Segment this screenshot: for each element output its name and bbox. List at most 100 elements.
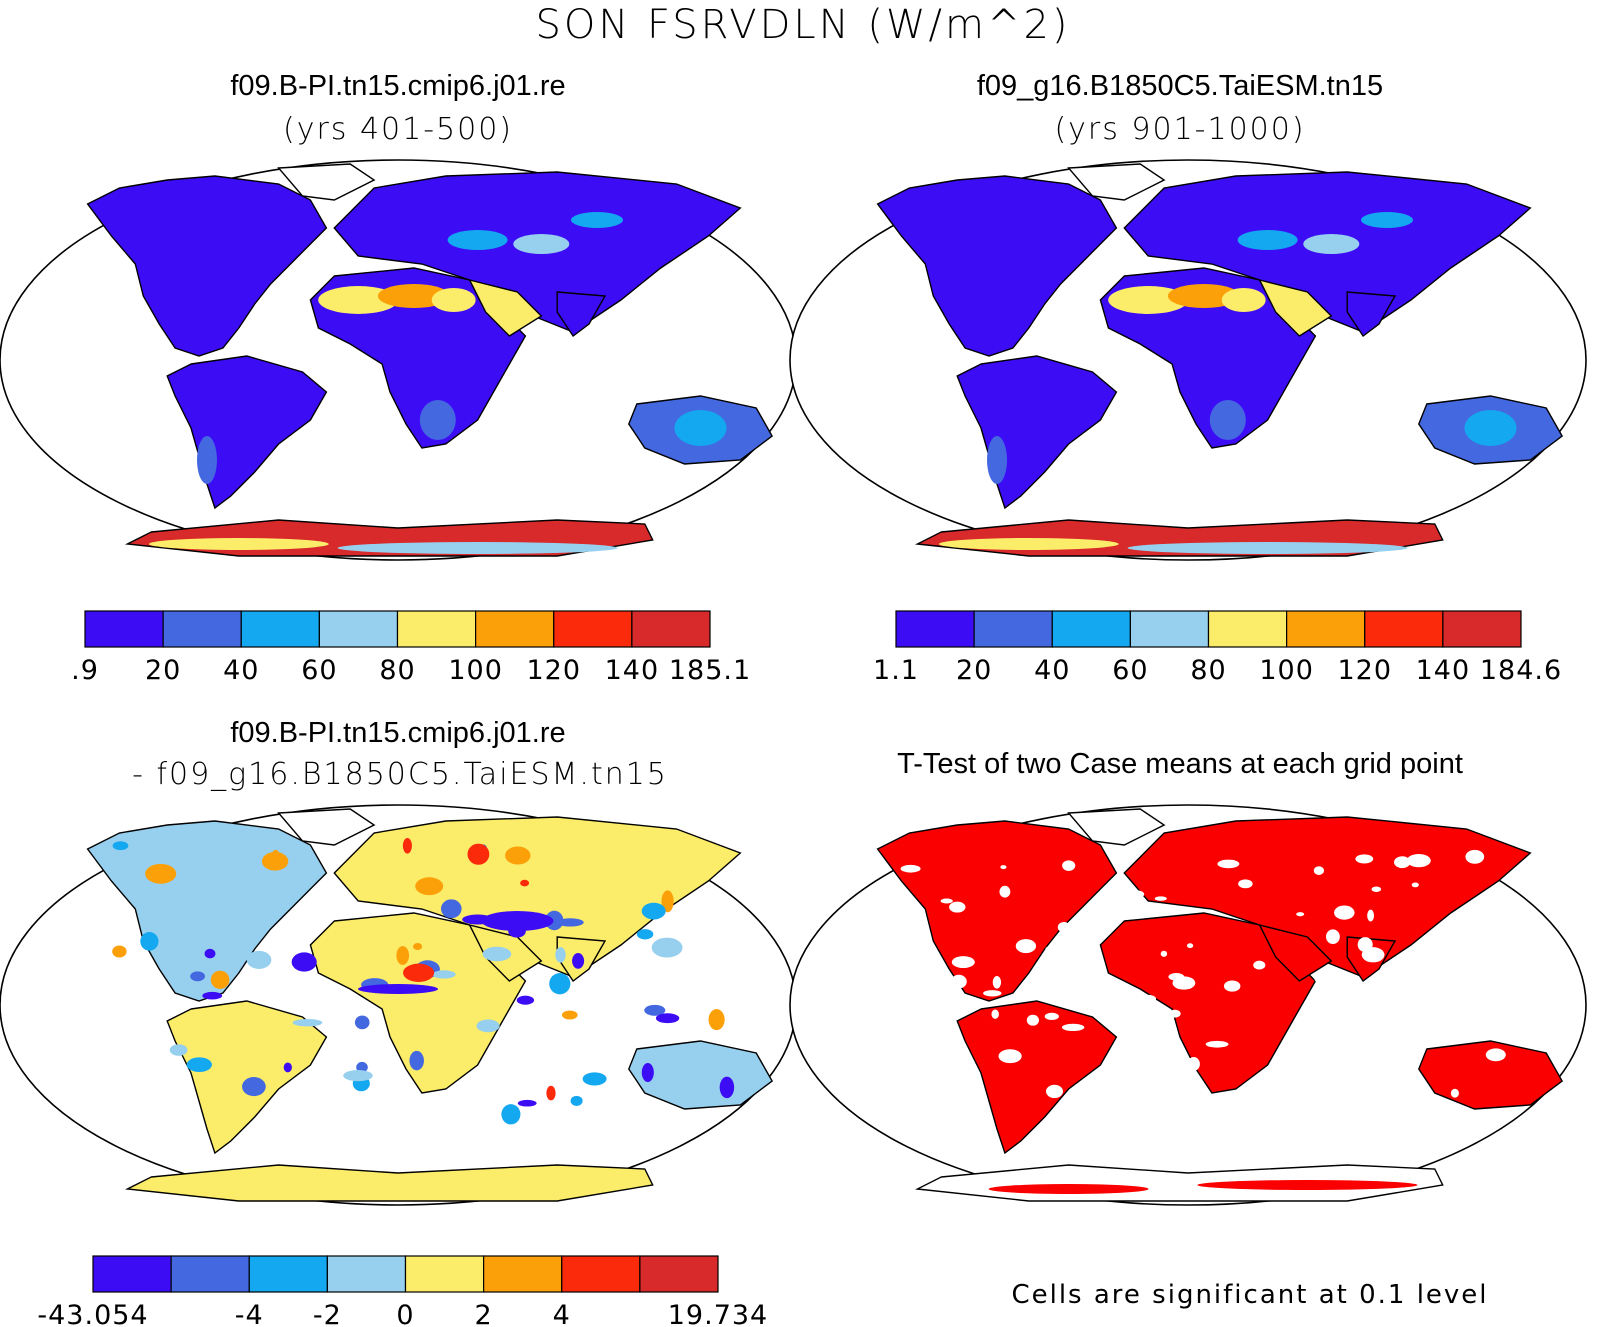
field-patch: [556, 918, 584, 927]
field-patch: [561, 1010, 578, 1020]
land-greenland: [1067, 163, 1166, 201]
panel-2-subtitle: (yrs 901-1000): [1054, 112, 1306, 147]
colorbar-swatch: [318, 610, 399, 648]
field-patch: [571, 212, 623, 228]
field-patch: [358, 984, 438, 994]
field-patch: [1296, 912, 1305, 917]
field-patch: [1217, 859, 1240, 869]
field-patch: [940, 898, 953, 904]
field-patch: [1058, 960, 1077, 972]
field-patch: [210, 970, 230, 989]
map-panel-3: [0, 804, 797, 1206]
land-northamerica: [876, 175, 1118, 357]
field-patch: [1479, 967, 1492, 977]
colorbar-label: 120: [1337, 655, 1392, 686]
field-patch: [1057, 922, 1071, 933]
field-patch: [501, 1104, 521, 1125]
field-patch: [1186, 943, 1194, 949]
field-patch: [674, 410, 727, 446]
colorbar-label: 0: [396, 1300, 414, 1327]
field-patch: [1450, 1088, 1459, 1098]
colorbar-label: 1.1: [873, 655, 919, 686]
panel-1-title: f09.B-PI.tn15.cmip6.j01.re: [230, 70, 566, 102]
colorbar-label: 140: [605, 655, 660, 686]
field-patch: [1361, 947, 1385, 963]
colorbar-label: -43.054: [37, 1300, 148, 1327]
field-patch: [112, 841, 129, 851]
colorbar-label: 4: [553, 1300, 571, 1327]
colorbar-label: 2: [475, 1300, 493, 1327]
colorbar-label: 60: [1112, 655, 1148, 686]
colorbar-label: 40: [1034, 655, 1070, 686]
colorbar-label: 40: [223, 655, 259, 686]
field-patch: [1382, 964, 1391, 971]
colorbar-label: .9: [71, 655, 99, 686]
field-patch: [1325, 929, 1340, 945]
field-patch: [1485, 1048, 1506, 1062]
field-patch: [1172, 976, 1196, 990]
field-patch: [337, 542, 618, 554]
field-patch: [419, 400, 456, 440]
field-patch: [998, 1049, 1022, 1064]
field-patch: [1123, 889, 1145, 899]
field-patch: [197, 436, 217, 484]
field-patch: [719, 1076, 735, 1099]
colorbar-swatch: [326, 1255, 407, 1293]
field-patch: [987, 436, 1007, 484]
field-patch: [1303, 234, 1360, 254]
field-patch: [1108, 286, 1189, 314]
field-patch: [1435, 1014, 1453, 1020]
panel-3-title: f09.B-PI.tn15.cmip6.j01.re: [230, 717, 566, 749]
field-patch: [145, 863, 177, 884]
colorbar-3: -43.054 -4 -2 0 2 4 19.734: [37, 1255, 767, 1327]
colorbar-label: 140: [1416, 655, 1471, 686]
field-patch: [1314, 971, 1335, 985]
field-patch: [467, 843, 490, 865]
field-patch: [636, 929, 654, 940]
field-patch: [951, 956, 975, 969]
field-patch: [949, 901, 966, 913]
land-greenland: [277, 163, 376, 201]
field-patch: [1154, 896, 1167, 901]
field-patch: [148, 538, 329, 550]
field-patch: [572, 953, 585, 969]
field-patch: [517, 1099, 537, 1107]
field-patch: [983, 990, 1002, 997]
field-patch: [1460, 1000, 1475, 1008]
field-patch: [1142, 1021, 1166, 1033]
colorbar-swatch: [1364, 610, 1444, 648]
colorbar-label: 80: [379, 655, 415, 686]
field-patch: [202, 991, 223, 1000]
field-patch: [900, 864, 921, 873]
field-patch: [140, 932, 159, 951]
field-patch: [169, 1044, 188, 1056]
colorbar-label: 80: [1190, 655, 1226, 686]
field-patch: [1464, 410, 1517, 446]
field-patch: [1487, 933, 1503, 943]
field-patch: [1160, 950, 1168, 957]
colorbar-swatch: [396, 610, 477, 648]
field-patch: [481, 911, 554, 931]
field-patch: [991, 1009, 999, 1019]
colorbar-label: 120: [526, 655, 581, 686]
field-patch: [938, 538, 1119, 550]
colorbar-swatch: [973, 610, 1053, 648]
field-patch: [1223, 980, 1241, 992]
field-patch: [413, 942, 423, 951]
field-patch: [902, 986, 921, 992]
field-patch: [318, 286, 399, 314]
map-panel-2: [789, 159, 1587, 561]
panel-4-title: T-Test of two Case means at each grid po…: [897, 748, 1463, 780]
field-patch: [431, 288, 476, 312]
land-greenland: [277, 808, 376, 846]
figure-title: SON FSRVDLN (W/m^2): [535, 2, 1071, 48]
colorbar-label: 20: [145, 655, 181, 686]
land-arabia: [1258, 278, 1333, 337]
field-patch: [1518, 997, 1531, 1008]
field-patch: [1187, 1057, 1200, 1071]
field-patch: [402, 838, 412, 854]
field-patch: [655, 1013, 680, 1024]
field-patch: [246, 950, 272, 969]
land-india: [556, 291, 607, 338]
